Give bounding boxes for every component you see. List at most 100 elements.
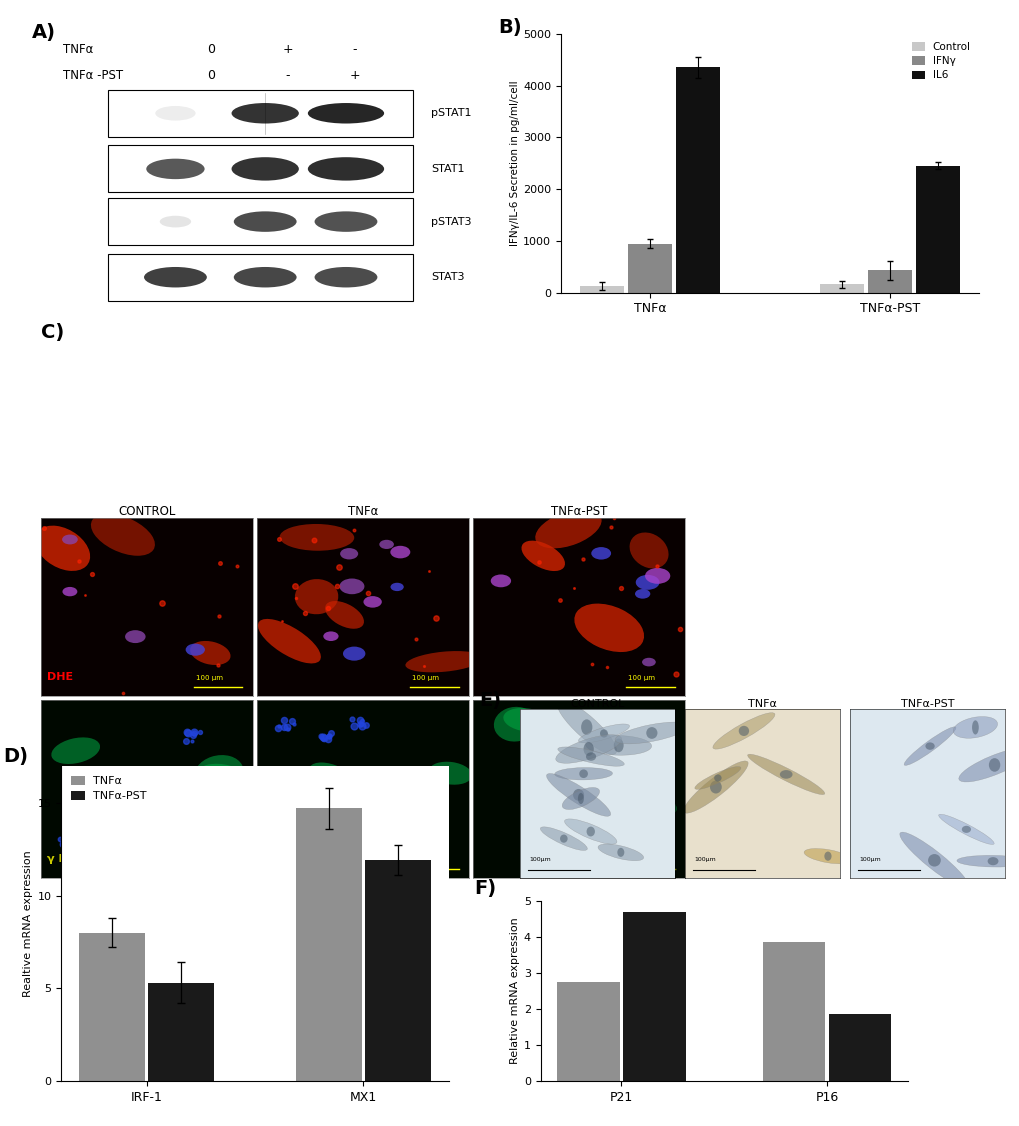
Legend: Control, IFNγ, IL6: Control, IFNγ, IL6 <box>908 39 973 83</box>
Ellipse shape <box>903 726 955 766</box>
Ellipse shape <box>823 851 830 860</box>
Bar <box>365 860 431 1081</box>
Text: pSTAT3: pSTAT3 <box>431 216 472 226</box>
Ellipse shape <box>956 856 1019 867</box>
FancyBboxPatch shape <box>108 198 413 245</box>
Bar <box>623 912 685 1081</box>
Ellipse shape <box>540 826 587 850</box>
Ellipse shape <box>182 825 219 849</box>
Ellipse shape <box>398 820 437 846</box>
Ellipse shape <box>379 539 393 549</box>
Ellipse shape <box>780 770 792 779</box>
Text: A): A) <box>32 23 56 42</box>
Ellipse shape <box>535 509 601 548</box>
Ellipse shape <box>428 761 472 785</box>
Bar <box>78 932 145 1081</box>
Text: 0: 0 <box>207 70 215 82</box>
Ellipse shape <box>561 787 599 810</box>
Ellipse shape <box>363 596 381 608</box>
Text: 100μm: 100μm <box>529 857 550 863</box>
Title: CONTROL: CONTROL <box>118 504 175 518</box>
Ellipse shape <box>579 769 587 778</box>
Ellipse shape <box>361 819 428 856</box>
Ellipse shape <box>694 767 740 789</box>
Bar <box>580 286 624 293</box>
Ellipse shape <box>35 526 90 571</box>
Ellipse shape <box>713 775 720 781</box>
FancyBboxPatch shape <box>108 145 413 193</box>
Text: 100 μm: 100 μm <box>196 857 222 864</box>
Ellipse shape <box>390 546 410 558</box>
Text: D): D) <box>3 747 29 766</box>
Ellipse shape <box>614 722 688 744</box>
Ellipse shape <box>629 533 667 569</box>
Ellipse shape <box>146 159 205 179</box>
Ellipse shape <box>616 848 624 857</box>
Ellipse shape <box>747 754 824 795</box>
Ellipse shape <box>803 849 851 864</box>
Bar <box>827 1015 891 1081</box>
Ellipse shape <box>583 742 593 756</box>
Ellipse shape <box>308 102 384 124</box>
Ellipse shape <box>502 708 549 732</box>
Ellipse shape <box>91 513 155 556</box>
Ellipse shape <box>233 267 297 287</box>
Ellipse shape <box>986 857 998 865</box>
Ellipse shape <box>258 619 321 663</box>
Ellipse shape <box>641 658 655 667</box>
Ellipse shape <box>613 739 623 752</box>
Ellipse shape <box>987 758 1000 771</box>
Bar <box>676 68 719 293</box>
Ellipse shape <box>144 267 207 287</box>
Ellipse shape <box>279 524 354 551</box>
Ellipse shape <box>564 819 616 844</box>
Ellipse shape <box>233 212 297 232</box>
Legend: TNFα, TNFα-PST: TNFα, TNFα-PST <box>66 771 151 805</box>
Ellipse shape <box>556 700 616 754</box>
Ellipse shape <box>578 724 629 743</box>
Ellipse shape <box>573 789 584 801</box>
Ellipse shape <box>599 730 607 738</box>
Ellipse shape <box>339 548 358 560</box>
Text: -: - <box>353 43 357 56</box>
Ellipse shape <box>585 752 595 761</box>
Text: 100 μm: 100 μm <box>412 857 438 864</box>
Text: 100 μm: 100 μm <box>412 674 438 681</box>
Text: +: + <box>350 70 360 82</box>
Ellipse shape <box>621 789 676 816</box>
Ellipse shape <box>195 763 253 798</box>
Ellipse shape <box>155 106 196 120</box>
Ellipse shape <box>493 707 536 742</box>
Y-axis label: IFNγ/IL-6 Secretion in pg/ml/cell: IFNγ/IL-6 Secretion in pg/ml/cell <box>510 80 520 247</box>
Ellipse shape <box>195 756 244 790</box>
Ellipse shape <box>325 601 364 628</box>
Text: 100 μm: 100 μm <box>196 674 222 681</box>
Ellipse shape <box>683 761 748 813</box>
Ellipse shape <box>937 814 994 844</box>
Ellipse shape <box>190 641 230 665</box>
Ellipse shape <box>529 814 574 847</box>
Text: γ H2AX: γ H2AX <box>47 854 93 864</box>
Ellipse shape <box>953 716 997 739</box>
Ellipse shape <box>339 579 364 595</box>
Text: F): F) <box>474 879 496 899</box>
Title: TNFα: TNFα <box>347 504 378 518</box>
Ellipse shape <box>578 793 583 804</box>
Y-axis label: Realtive mRNA expression: Realtive mRNA expression <box>23 850 34 997</box>
FancyBboxPatch shape <box>108 253 413 301</box>
Text: 100 μm: 100 μm <box>628 674 654 681</box>
Ellipse shape <box>635 589 650 599</box>
Ellipse shape <box>899 832 968 888</box>
Bar <box>867 270 911 293</box>
Ellipse shape <box>591 547 610 560</box>
Ellipse shape <box>557 747 624 766</box>
Text: TNFα: TNFα <box>63 43 94 56</box>
Ellipse shape <box>586 826 594 837</box>
Ellipse shape <box>712 713 774 749</box>
Y-axis label: Relative mRNA expression: Relative mRNA expression <box>510 918 519 1064</box>
Ellipse shape <box>185 644 205 655</box>
Ellipse shape <box>554 768 612 780</box>
Ellipse shape <box>559 834 568 842</box>
Bar <box>296 808 362 1081</box>
Title: TNFα-PST: TNFα-PST <box>900 698 953 708</box>
